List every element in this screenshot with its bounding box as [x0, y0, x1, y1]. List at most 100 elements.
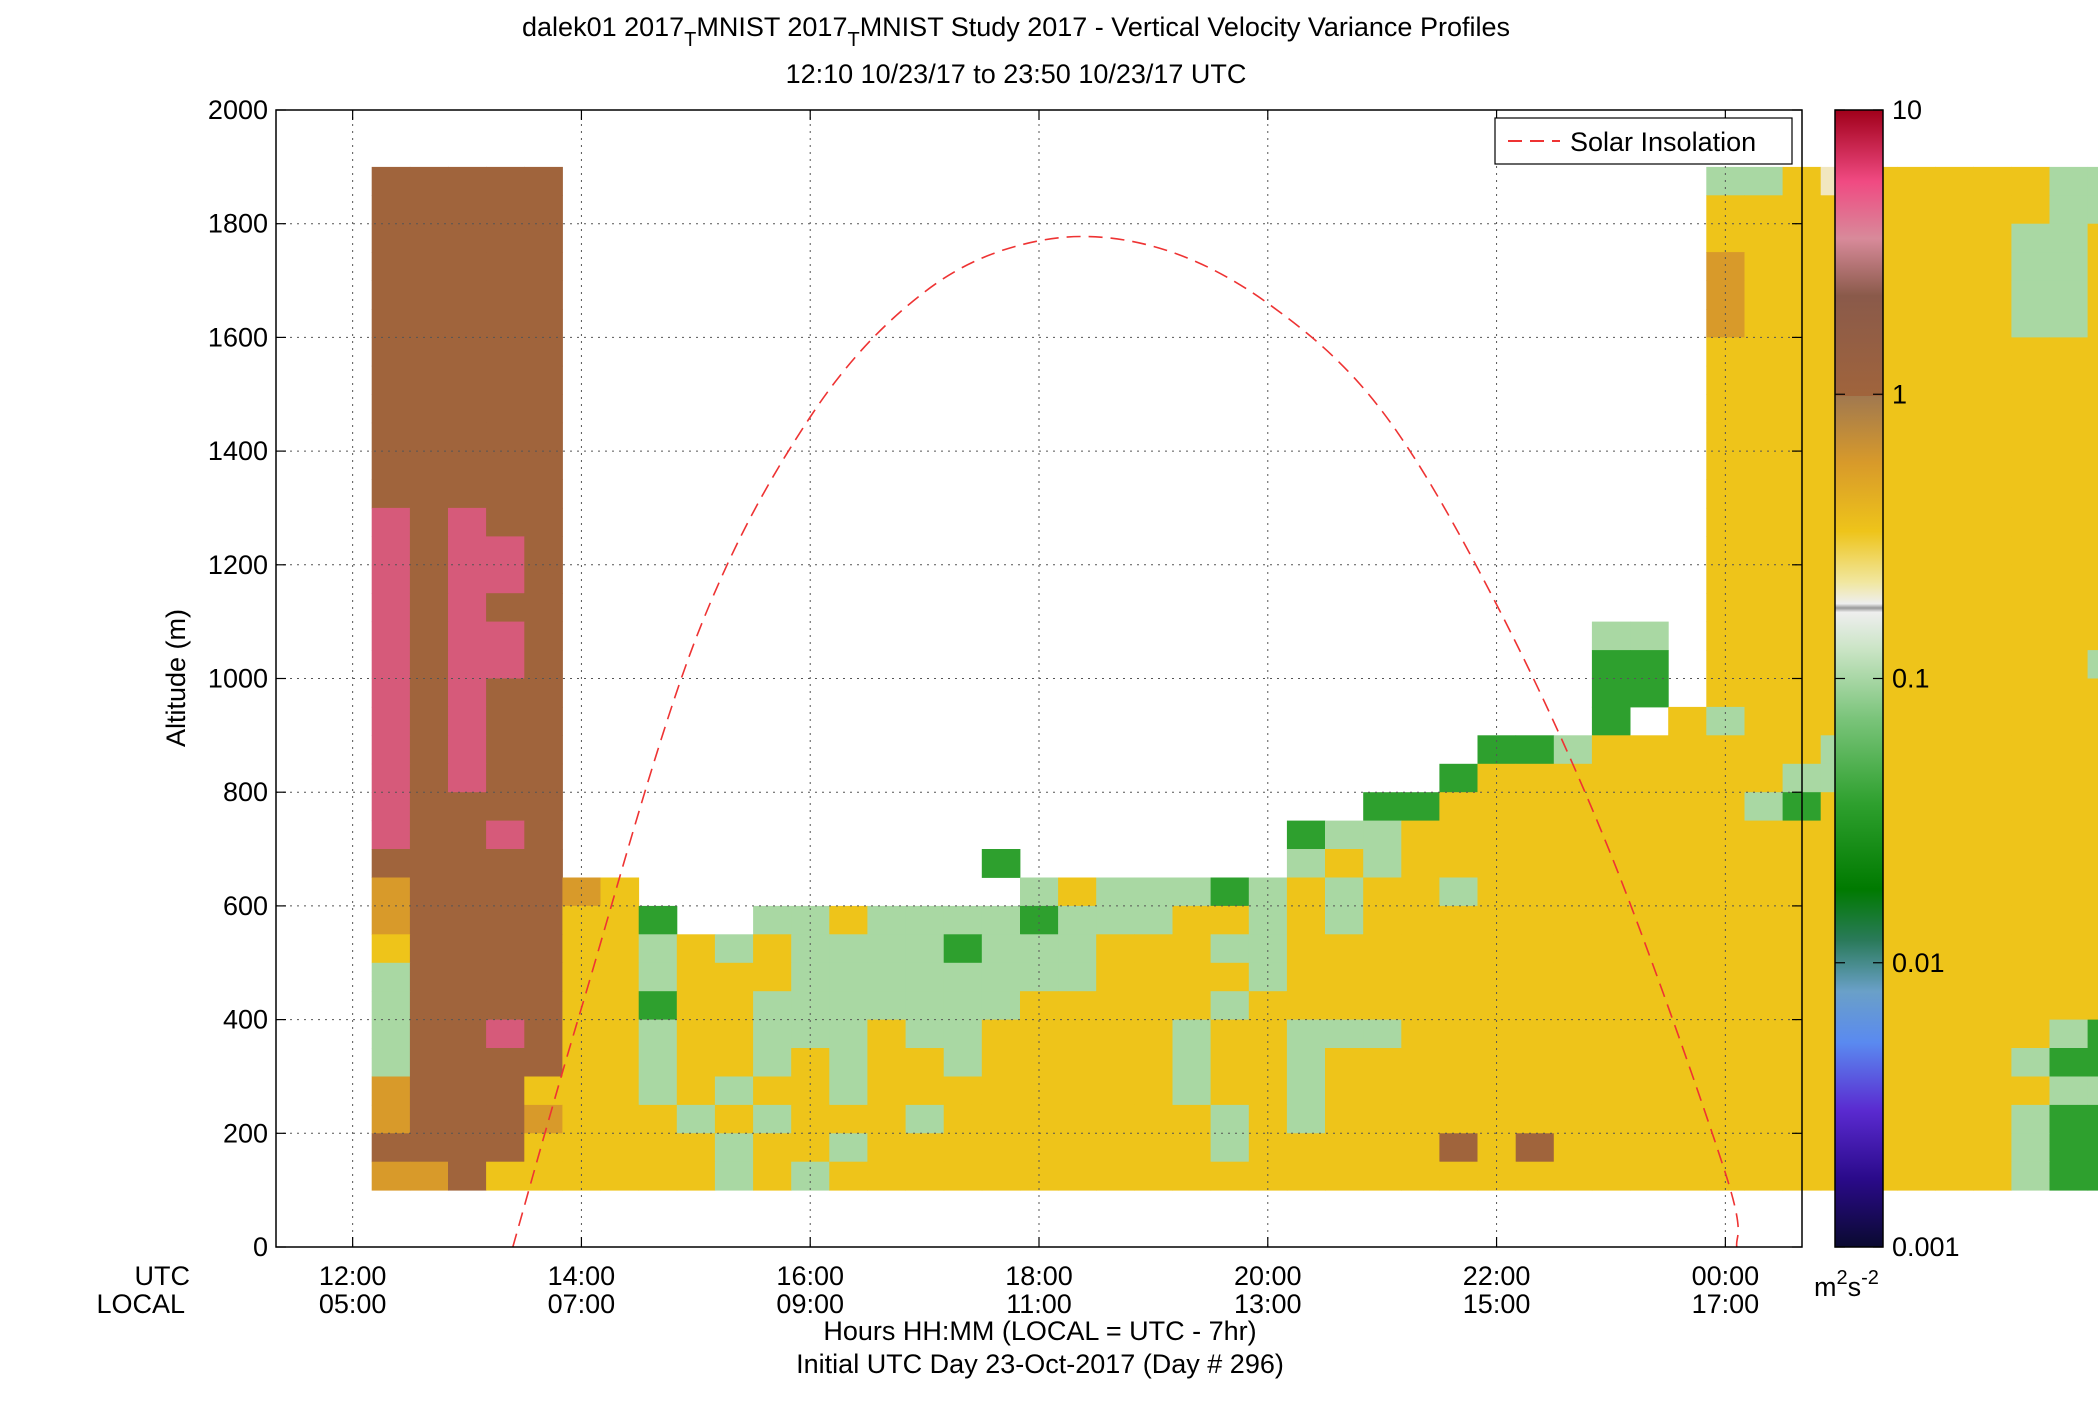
heatmap-cell [1515, 1104, 1555, 1134]
heatmap-cell [1706, 991, 1745, 1021]
x-tick-label-utc: 14:00 [548, 1261, 616, 1291]
heatmap-cell [409, 735, 449, 765]
heatmap-cell [2087, 309, 2098, 338]
heatmap-cell [2049, 337, 2089, 367]
heatmap-cell [486, 792, 525, 822]
heatmap-cell [1210, 1133, 1250, 1163]
heatmap-cell [943, 1133, 983, 1163]
heatmap-cell [448, 1161, 487, 1191]
heatmap-cell [1935, 365, 1974, 395]
heatmap-cell [448, 934, 487, 964]
heatmap-cell [486, 1019, 525, 1049]
heatmap-cell [448, 223, 487, 253]
heatmap-cell [1515, 820, 1555, 850]
heatmap-cell [2049, 763, 2089, 793]
heatmap-cell [2011, 849, 2050, 878]
heatmap-cell [1286, 877, 1326, 907]
heatmap-cell [638, 1133, 678, 1163]
heatmap-cell [524, 479, 563, 509]
heatmap-cell [371, 564, 411, 594]
heatmap-cell [1363, 962, 1402, 992]
heatmap-cell [1973, 820, 2012, 850]
heatmap-cell [1668, 792, 1707, 822]
heatmap-cell [486, 706, 525, 736]
heatmap-cell [371, 820, 411, 850]
heatmap-cell [524, 536, 563, 566]
heatmap-cell [1591, 877, 1631, 907]
heatmap-cell [2011, 280, 2050, 310]
heatmap-cell [448, 1133, 487, 1163]
heatmap-cell [409, 1048, 449, 1077]
heatmap-cell [791, 962, 830, 992]
x-tick-label-utc: 22:00 [1463, 1261, 1531, 1291]
heatmap-cell [1591, 678, 1631, 708]
heatmap-cell [1897, 877, 1936, 907]
heatmap-cell [1744, 678, 1784, 708]
heatmap-cell [1325, 934, 1364, 964]
heatmap-cell [1286, 934, 1326, 964]
heatmap-cell [1286, 1161, 1326, 1191]
heatmap-cell [2011, 252, 2050, 281]
heatmap-cell [1172, 1076, 1212, 1106]
colorbar-ticks: 10 1 0.1 0.01 0.001 [1835, 95, 1960, 1262]
heatmap-cell [1439, 934, 1478, 964]
heatmap-cell [1744, 934, 1784, 964]
heatmap-cell [1897, 337, 1936, 367]
heatmap-cell [714, 934, 754, 964]
heatmap-cell [1439, 1161, 1478, 1191]
heatmap-cell [562, 1161, 601, 1191]
heatmap-cell [2011, 877, 2050, 907]
heatmap-cell [1744, 735, 1784, 765]
heatmap-cell [1325, 849, 1364, 878]
heatmap-cell [1744, 195, 1784, 225]
heatmap-cell [1744, 905, 1784, 935]
heatmap-cell [638, 1104, 678, 1134]
heatmap-cell [2011, 479, 2050, 509]
heatmap-cell [905, 1133, 945, 1163]
heatmap-cell [867, 991, 906, 1021]
heatmap-cell [409, 877, 449, 907]
heatmap-cell [1248, 962, 1288, 992]
heatmap-cell [1897, 991, 1936, 1021]
x-row-label-local: LOCAL [96, 1289, 185, 1319]
heatmap-cell [1706, 507, 1745, 537]
heatmap-cell [409, 763, 449, 793]
heatmap-cell [2011, 962, 2050, 992]
heatmap-cell [1134, 1104, 1173, 1134]
heatmap-cell [1935, 451, 1974, 480]
heatmap-cell [1515, 735, 1555, 765]
heatmap-cell [2011, 678, 2050, 708]
heatmap-cell [1134, 1019, 1173, 1049]
heatmap-cell [1897, 1161, 1936, 1191]
heatmap-cell [905, 991, 945, 1021]
heatmap-cell [409, 991, 449, 1021]
heatmap-cell [2087, 849, 2098, 878]
heatmap-cell [486, 621, 525, 651]
heatmap-cell [1401, 962, 1440, 992]
heatmap-cell [1553, 849, 1593, 878]
heatmap-cell [371, 479, 411, 509]
heatmap-cell [1096, 1104, 1135, 1134]
heatmap-cell [1553, 735, 1593, 765]
heatmap-cell [753, 1104, 792, 1134]
heatmap-cell [1286, 1104, 1326, 1134]
colorbar-tick-label: 0.01 [1892, 948, 1945, 978]
heatmap-cell [486, 905, 525, 935]
heatmap-cell [1630, 849, 1669, 878]
heatmap-cell [1439, 991, 1478, 1021]
heatmap-cell [714, 1104, 754, 1134]
heatmap-cell [1897, 650, 1936, 679]
heatmap-cell [409, 394, 449, 424]
heatmap-cell [448, 820, 487, 850]
heatmap-cell [1134, 877, 1173, 907]
heatmap-cell [1744, 280, 1784, 310]
y-tick-label: 800 [223, 777, 268, 807]
heatmap-cell [1630, 1133, 1669, 1163]
heatmap-cell [1553, 820, 1593, 850]
heatmap-cell [448, 1104, 487, 1134]
heatmap-cell [2011, 593, 2050, 623]
heatmap-cell [981, 1048, 1021, 1077]
heatmap-cell [676, 1104, 716, 1134]
heatmap-cell [1744, 166, 1784, 196]
